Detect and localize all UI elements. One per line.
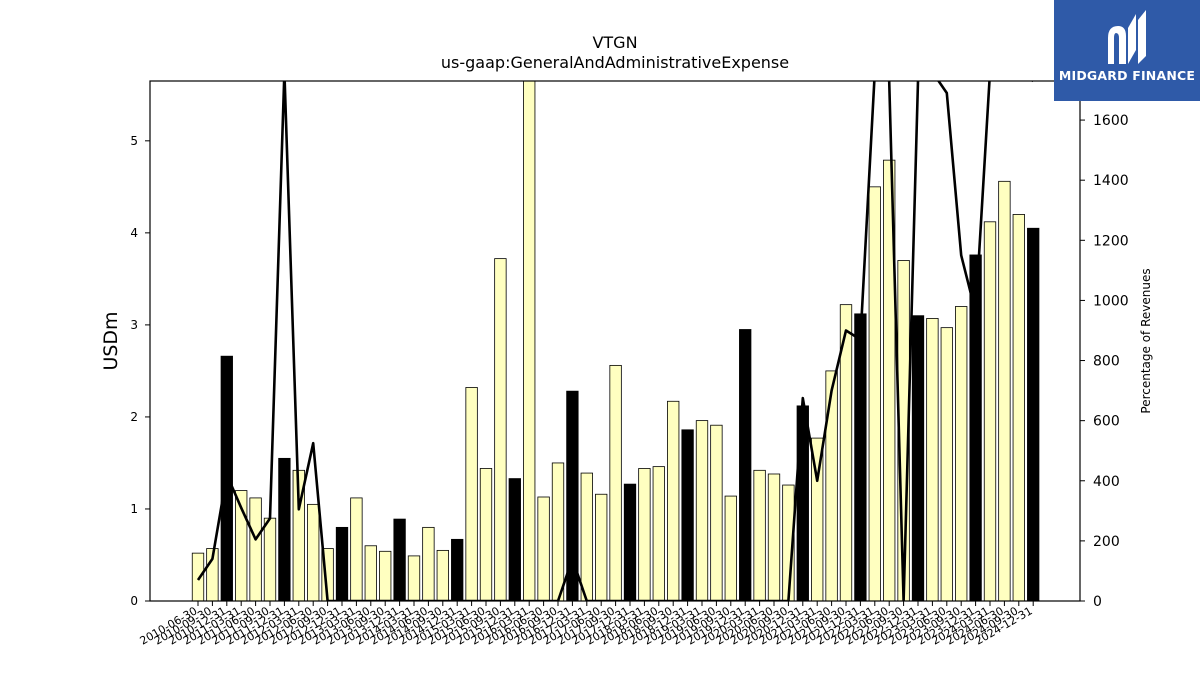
bar bbox=[825, 370, 838, 602]
axes-group: 012345020040060080010001200140016002010-… bbox=[130, 80, 1129, 648]
brand-logo: MIDGARD FINANCE bbox=[1054, 0, 1200, 101]
bar bbox=[710, 424, 723, 602]
bar bbox=[739, 329, 752, 602]
bar bbox=[854, 313, 867, 602]
bar bbox=[681, 429, 694, 602]
bar bbox=[479, 468, 493, 602]
bar bbox=[868, 186, 881, 602]
series-line bbox=[196, 81, 1034, 601]
y2-tick-label: 1200 bbox=[1093, 233, 1129, 249]
y-axis-label: USDm bbox=[100, 311, 122, 370]
bar bbox=[551, 462, 565, 602]
y2-tick-label: 800 bbox=[1093, 354, 1120, 370]
bar bbox=[955, 306, 968, 602]
chart-subtitle: us-gaap:GeneralAndAdministrativeExpense bbox=[441, 53, 789, 72]
bar bbox=[724, 495, 737, 602]
y2-tick-label: 200 bbox=[1093, 534, 1120, 550]
bar bbox=[335, 526, 349, 602]
bar bbox=[523, 80, 536, 602]
bar bbox=[249, 497, 262, 602]
bar bbox=[451, 538, 464, 602]
bar bbox=[911, 315, 925, 602]
y2-axis-label: Percentage of Revenues bbox=[1139, 268, 1153, 413]
bar bbox=[595, 493, 608, 602]
midgard-logo-icon bbox=[1108, 10, 1146, 64]
logo-text: MIDGARD FINANCE bbox=[1058, 68, 1196, 83]
bar bbox=[926, 318, 939, 602]
bar bbox=[379, 550, 392, 602]
bar bbox=[436, 549, 449, 602]
bar bbox=[465, 387, 478, 602]
bar bbox=[998, 180, 1011, 602]
bar bbox=[393, 518, 406, 602]
bar bbox=[191, 552, 205, 602]
y2-tick-label: 400 bbox=[1093, 474, 1120, 490]
bar bbox=[983, 221, 997, 602]
bar bbox=[1012, 214, 1025, 602]
y2-tick-label: 1000 bbox=[1093, 293, 1129, 309]
chart-title: VTGN bbox=[592, 33, 637, 52]
bar-group bbox=[191, 80, 1040, 602]
y2-tick-label: 1400 bbox=[1093, 173, 1129, 189]
bar bbox=[494, 258, 507, 602]
y-tick-label: 1 bbox=[130, 502, 138, 516]
bar bbox=[753, 469, 766, 602]
bar bbox=[609, 364, 622, 602]
bar bbox=[350, 497, 363, 602]
bar bbox=[278, 457, 291, 602]
bar bbox=[796, 405, 809, 602]
bar bbox=[580, 472, 593, 602]
y-tick-label: 3 bbox=[130, 318, 138, 332]
y2-tick-label: 0 bbox=[1093, 594, 1102, 610]
y2-tick-label: 600 bbox=[1093, 414, 1120, 430]
bar bbox=[667, 400, 680, 602]
bar bbox=[508, 478, 521, 602]
plot-frame bbox=[149, 80, 1081, 602]
bar bbox=[623, 483, 637, 602]
bar bbox=[263, 517, 277, 602]
bar bbox=[940, 327, 953, 602]
bar bbox=[652, 466, 665, 602]
y-tick-label: 0 bbox=[130, 594, 138, 608]
y-tick-label: 5 bbox=[130, 134, 138, 148]
bar bbox=[307, 503, 320, 602]
bar bbox=[1027, 227, 1040, 602]
bar bbox=[695, 420, 709, 602]
y-tick-label: 4 bbox=[130, 226, 138, 240]
line-group bbox=[196, 81, 1034, 601]
bar bbox=[364, 545, 377, 602]
y2-tick-label: 1600 bbox=[1093, 113, 1129, 129]
bar bbox=[638, 468, 651, 602]
bar bbox=[537, 496, 550, 602]
bar bbox=[422, 526, 435, 602]
bar bbox=[767, 473, 781, 602]
y-tick-label: 2 bbox=[130, 410, 138, 424]
bar bbox=[407, 555, 421, 602]
